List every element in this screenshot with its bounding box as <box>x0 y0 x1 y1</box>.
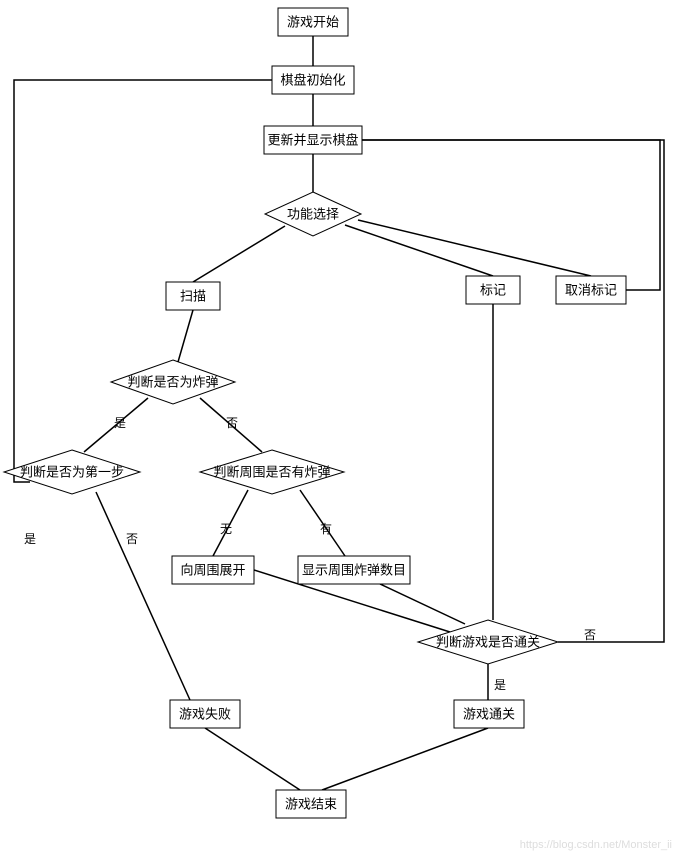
edge-isfirst-fail <box>96 492 190 700</box>
node-showcnt-label: 显示周围炸弹数目 <box>302 562 406 577</box>
node-end-label: 游戏结束 <box>285 796 337 811</box>
edge-win-end <box>322 728 488 790</box>
watermark-text: https://blog.csdn.net/Monster_ii <box>520 839 672 851</box>
node-unmark: 取消标记 <box>556 276 626 304</box>
node-isbomb: 判断是否为炸弹 <box>111 360 235 404</box>
node-func-label: 功能选择 <box>287 206 339 221</box>
label-iswin-no: 否 <box>584 628 596 642</box>
label-hasbomb-yes: 有 <box>320 522 332 536</box>
node-start-label: 游戏开始 <box>287 14 339 29</box>
node-scan-label: 扫描 <box>180 288 206 303</box>
nodes-layer: 游戏开始 棋盘初始化 更新并显示棋盘 功能选择 扫描 标记 取消标记 <box>4 8 626 818</box>
label-isfirst-no: 否 <box>126 532 138 546</box>
edge-showcnt-iswin <box>380 584 465 624</box>
label-isbomb-no: 否 <box>226 416 238 430</box>
label-isfirst-yes: 是 <box>24 532 36 546</box>
node-init-label: 棋盘初始化 <box>280 72 345 87</box>
edge-fail-end <box>205 728 300 790</box>
node-isfirst-label: 判断是否为第一步 <box>20 464 124 479</box>
node-update-label: 更新并显示棋盘 <box>267 132 358 147</box>
edge-unmark-update <box>362 140 660 290</box>
node-iswin-label: 判断游戏是否通关 <box>436 634 540 649</box>
node-expand-label: 向周围展开 <box>180 562 245 577</box>
node-expand: 向周围展开 <box>172 556 254 584</box>
node-init: 棋盘初始化 <box>272 66 354 94</box>
node-hasbomb: 判断周围是否有炸弹 <box>200 450 344 494</box>
node-isfirst: 判断是否为第一步 <box>4 450 140 494</box>
node-win-label: 游戏通关 <box>463 706 515 721</box>
node-win: 游戏通关 <box>454 700 524 728</box>
node-start: 游戏开始 <box>278 8 348 36</box>
node-fail-label: 游戏失败 <box>179 706 231 721</box>
label-isbomb-yes: 是 <box>114 416 126 430</box>
node-showcnt: 显示周围炸弹数目 <box>298 556 410 584</box>
node-mark-label: 标记 <box>480 282 506 297</box>
edge-scan-isbomb <box>178 310 193 362</box>
edge-func-unmark <box>358 220 591 276</box>
label-hasbomb-no: 无 <box>220 522 232 536</box>
node-scan: 扫描 <box>166 282 220 310</box>
node-end: 游戏结束 <box>276 790 346 818</box>
edge-func-mark <box>345 225 493 276</box>
node-unmark-label: 取消标记 <box>565 282 617 297</box>
flowchart-canvas: 游戏开始 棋盘初始化 更新并显示棋盘 功能选择 扫描 标记 取消标记 <box>0 0 678 854</box>
node-fail: 游戏失败 <box>170 700 240 728</box>
node-mark: 标记 <box>466 276 520 304</box>
node-update: 更新并显示棋盘 <box>264 126 362 154</box>
node-iswin: 判断游戏是否通关 <box>418 620 558 664</box>
node-hasbomb-label: 判断周围是否有炸弹 <box>213 464 330 479</box>
label-iswin-yes: 是 <box>494 678 506 692</box>
node-isbomb-label: 判断是否为炸弹 <box>127 374 218 389</box>
edge-func-scan <box>193 226 285 282</box>
